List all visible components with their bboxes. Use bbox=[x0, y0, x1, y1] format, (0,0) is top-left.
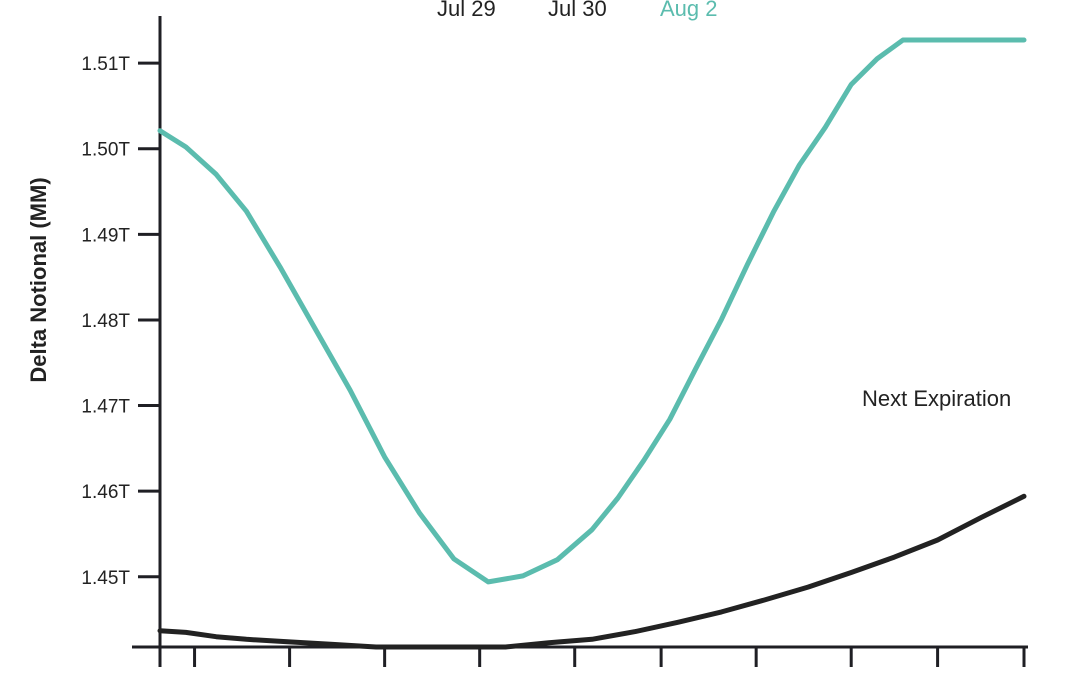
y-tick-label: 1.50T bbox=[81, 140, 130, 161]
y-tick-label: 1.45T bbox=[81, 568, 130, 589]
y-tick-label: 1.48T bbox=[81, 311, 130, 332]
legend: Jul 29 Jul 30 Aug 2 bbox=[437, 0, 718, 21]
y-ticks: 1.45T 1.46T 1.47T 1.48T 1.49T 1.50T 1.51T bbox=[81, 54, 160, 589]
y-tick-label: 1.49T bbox=[81, 225, 130, 246]
legend-label-jul29: Jul 29 bbox=[437, 0, 496, 21]
y-axis-label: Delta Notional (MM) bbox=[26, 177, 51, 382]
y-tick-label: 1.46T bbox=[81, 482, 130, 503]
legend-label-aug2: Aug 2 bbox=[660, 0, 718, 21]
x-ticks bbox=[158, 647, 1026, 667]
series-line-0 bbox=[157, 37, 1027, 585]
series-group bbox=[157, 37, 1027, 650]
next-expiration-annotation: Next Expiration bbox=[862, 386, 1011, 411]
legend-label-jul30: Jul 30 bbox=[548, 0, 607, 21]
series-line-1 bbox=[157, 493, 1027, 650]
y-tick-label: 1.51T bbox=[81, 54, 130, 75]
y-tick-label: 1.47T bbox=[81, 397, 130, 418]
